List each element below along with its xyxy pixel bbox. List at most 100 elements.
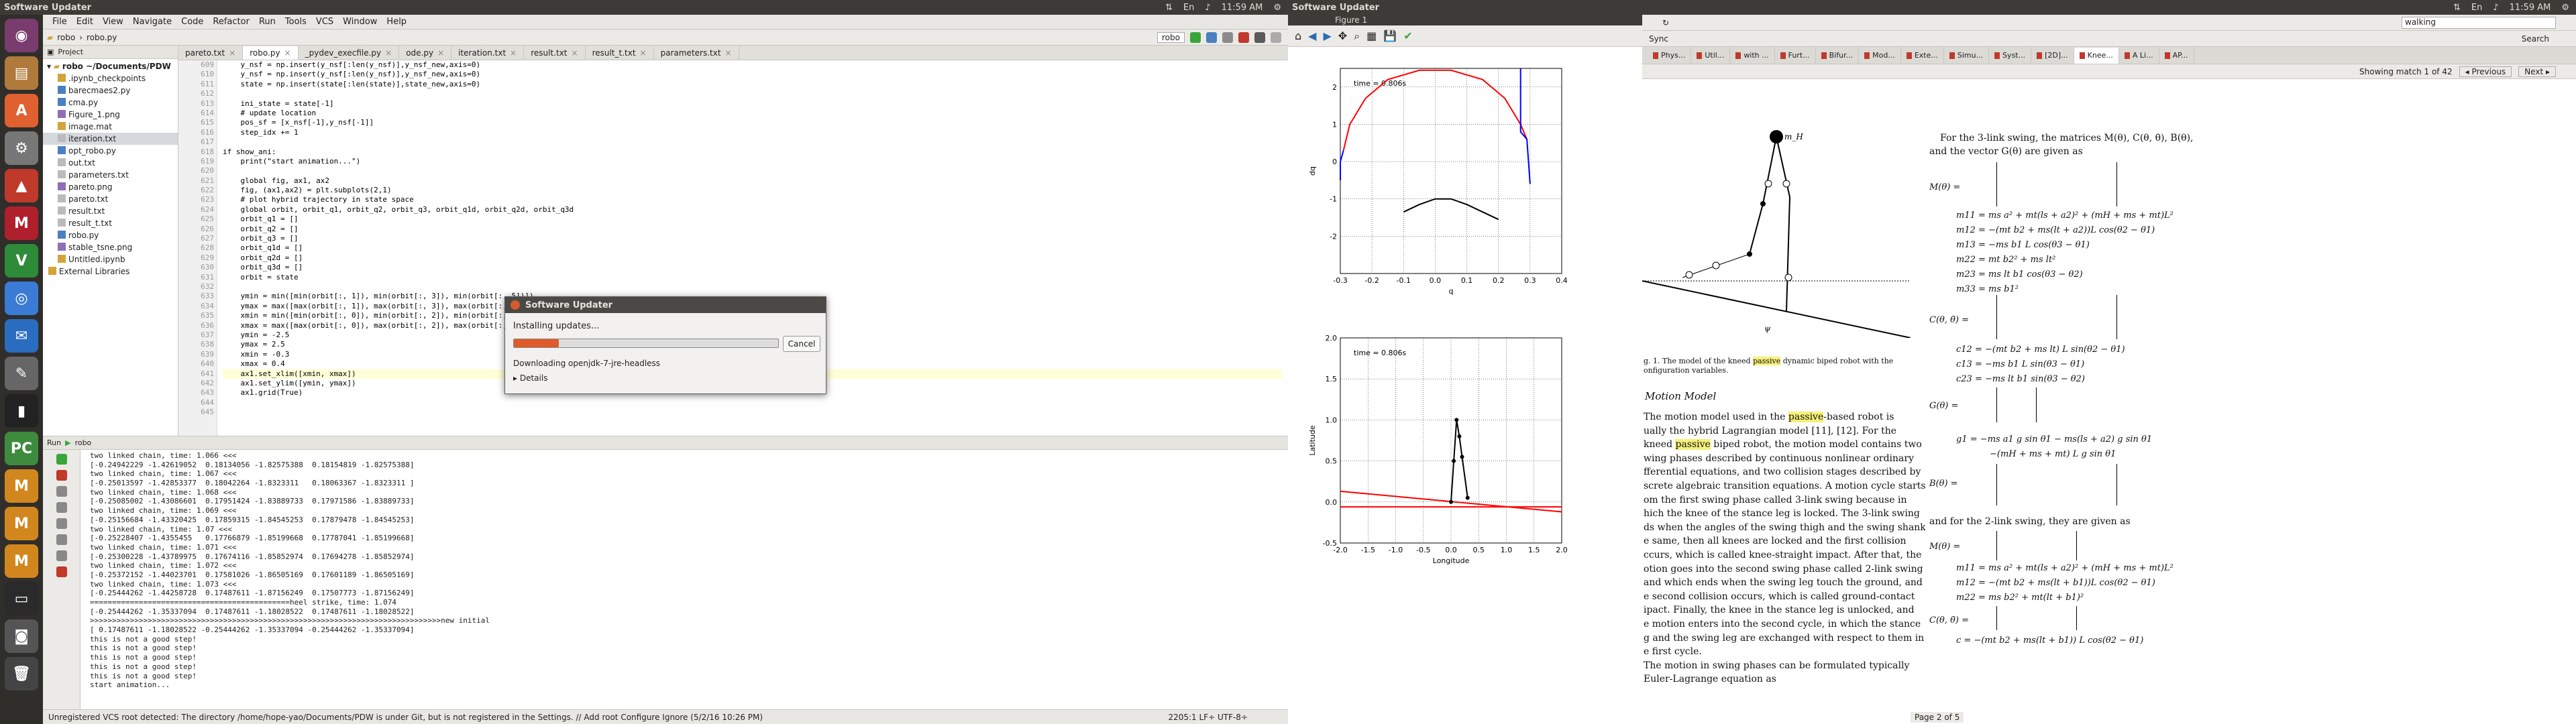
menu-tools[interactable]: Tools [284,17,307,27]
project-item[interactable]: External Libraries [43,265,178,278]
console-line[interactable]: two linked chain, time: 1.073 <<< [90,579,237,589]
software-center-icon[interactable]: A [5,94,38,127]
code-line[interactable]: step_idx += 1 [223,127,299,137]
project-item[interactable]: Figure_1.png [43,109,178,121]
pan-icon[interactable]: ✥ [1338,29,1348,42]
matlab-alt2-icon[interactable]: M [5,507,38,540]
browser-tab[interactable]: Mod... [1859,47,1901,64]
browser-tab[interactable]: with ... [1730,47,1775,64]
console-line[interactable]: >>>>>>>>>>>>>>>>>>>>>>>>>>>>>>>>>>>>>>>>… [90,616,490,625]
code-line[interactable]: print("start animation...") [223,156,361,166]
editor-tab[interactable]: pareto.txt × [178,46,244,60]
console-line[interactable]: [-0.25085002 -1.43086601 0.17951424 -1.8… [90,497,415,506]
files-icon[interactable]: ▤ [5,56,38,90]
project-item[interactable]: Untitled.ipynb [43,253,178,265]
console-line[interactable]: ========================================… [90,598,396,607]
console-line[interactable]: [-0.24942229 -1.42619052 0.18134056 -1.8… [90,460,415,469]
browser-tab[interactable]: Furt... [1775,47,1816,64]
pin-icon[interactable] [56,550,67,561]
menu-run[interactable]: Run [258,17,276,27]
menu-view[interactable]: View [102,17,123,27]
settings-icon[interactable]: ⚙ [2561,2,2569,13]
editor-tab[interactable]: result.txt × [524,46,586,60]
figure-canvas[interactable]: -0.3 -0.2 -0.1 0.0 0.1 0.2 0.3 0.4 2 1 0 -1 -2 q dq tim… [1288,47,1642,724]
terminal-icon[interactable]: ▮ [5,394,38,428]
back-icon[interactable]: ◀ [1308,29,1317,42]
sync-button[interactable]: Sync [1649,34,1668,44]
code-line[interactable] [223,398,1283,408]
console-line[interactable]: [-0.25372152 -1.44023701 0.17581026 -1.8… [90,570,415,579]
code-line[interactable] [223,282,1283,292]
run-icon[interactable] [1190,32,1201,43]
pause-icon[interactable] [56,486,67,497]
menu-navigate[interactable]: Navigate [132,17,172,27]
console-line[interactable]: two linked chain, time: 1.066 <<< [90,451,237,460]
close-tab-icon[interactable]: × [229,48,236,58]
thunderbird-icon[interactable]: ✉ [5,319,38,353]
code-line[interactable]: orbit_q1d = [] [223,243,303,253]
close-tab-icon[interactable]: × [724,48,732,58]
console-line[interactable]: two linked chain, time: 1.068 <<< [90,487,237,497]
previous-button[interactable]: ◂ Previous [2459,66,2512,77]
next-button[interactable]: Next ▸ [2518,66,2556,77]
code-line[interactable]: # update location [223,108,317,117]
close-tab-icon[interactable]: × [385,48,392,58]
volume-icon[interactable]: ♪ [2493,2,2499,13]
browser-tab[interactable]: Phys... [1648,47,1692,64]
breadcrumb-root[interactable]: robo [57,32,76,42]
code-line[interactable]: xmax = max([max(orbit[:, 0]), max(orbit[… [223,320,534,330]
console-line[interactable]: [-0.25228407 -1.4355455 0.17766879 -1.85… [90,534,415,543]
console-line[interactable]: two linked chain, time: 1.067 <<< [90,469,237,479]
reload-icon[interactable]: ↻ [1662,17,1670,27]
code-line[interactable]: orbit_q2d = [] [223,253,303,262]
menu-vcs[interactable]: VCS [315,17,334,27]
home-icon[interactable]: ⌂ [1295,29,1302,42]
code-line[interactable]: if show_ani: [223,147,276,156]
vcs-icon[interactable] [1254,32,1265,43]
vim-icon[interactable]: V [5,244,38,278]
monitor-icon[interactable]: ▭ [5,582,38,615]
project-item[interactable]: .ipynb_checkpoints [43,72,178,84]
debug-icon[interactable] [1206,32,1217,43]
menu-window[interactable]: Window [343,17,378,27]
browser-tab[interactable]: [2D]... [2031,47,2074,64]
mendeley-icon[interactable]: M [5,206,38,240]
code-line[interactable]: ax1.set_ylim([ymin, ymax]) [223,378,356,387]
project-item[interactable]: parameters.txt [43,169,178,181]
search-field[interactable]: walking [2402,16,2556,29]
clear-icon[interactable] [56,534,67,545]
console-line[interactable]: this is not a good step! [90,662,197,671]
camera-icon[interactable]: ◙ [5,619,38,653]
dash-icon[interactable]: ◉ [5,19,38,52]
code-line[interactable]: y_nsf = np.insert(y_nsf[:len(y_nsf)],y_n… [223,60,481,69]
console-output[interactable]: two linked chain, time: 1.066 <<< [-0.249… [90,451,1284,719]
breadcrumb-file[interactable]: robo.py [87,32,117,42]
console-line[interactable]: this is not a good step! [90,634,197,644]
project-header-label[interactable]: Project [58,48,84,56]
code-line[interactable] [223,408,1283,417]
project-item[interactable]: pareto.png [43,181,178,193]
volume-icon[interactable]: ♪ [1205,2,1211,13]
code-line[interactable]: ini_state = state[-1] [223,99,334,108]
code-area[interactable]: y_nsf = np.insert(y_nsf[:len(y_nsf)],y_n… [223,60,1283,436]
code-line[interactable] [223,166,1283,176]
keyboard-icon[interactable]: En [2471,2,2483,13]
code-line[interactable]: ymin = -2.5 [223,330,290,339]
editor-tab[interactable]: ode.py × [399,46,452,60]
chrome-icon[interactable]: ◎ [5,282,38,315]
menu-refactor[interactable]: Refactor [213,17,250,27]
code-line[interactable]: ymin = min([min(orbit[:, 1]), min(orbit[… [223,292,534,301]
project-root[interactable]: ▾ ▰ robo ~/Documents/PDW [47,62,171,71]
browser-tab[interactable]: AP... [2159,47,2194,64]
console-line[interactable]: two linked chain, time: 1.069 <<< [90,506,237,516]
subplots-icon[interactable]: ▦ [1366,29,1377,42]
code-line[interactable]: xmin = -0.3 [223,349,290,359]
project-item[interactable]: pareto.txt [43,193,178,205]
editor-tab[interactable]: _pydev_execfile.py × [299,46,400,60]
search-label[interactable]: Search [2521,34,2549,44]
scroll-end-icon[interactable] [56,502,67,513]
zoom-icon[interactable]: ⌕ [1354,29,1360,42]
console-line[interactable]: [-0.25444262 -1.35337094 0.17487611 -1.1… [90,607,415,616]
console-line[interactable]: [-0.25300228 -1.43789975 0.17674116 -1.8… [90,552,415,561]
code-line[interactable] [223,137,1283,147]
